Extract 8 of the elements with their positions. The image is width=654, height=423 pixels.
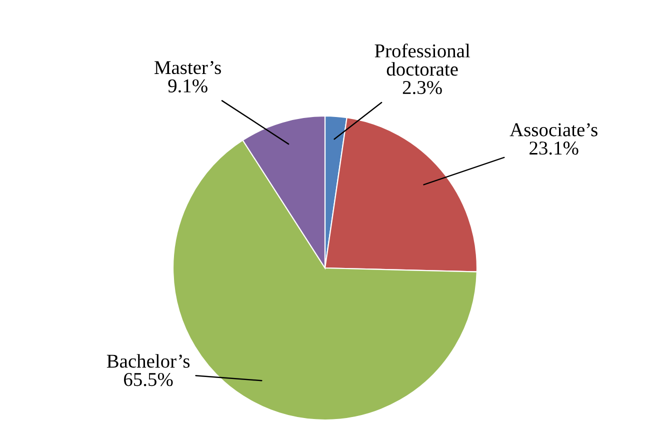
- slice-label: Master’s: [154, 61, 221, 74]
- slice-label: Professional doctorate: [374, 44, 470, 76]
- slice-label: Associate’s: [510, 123, 598, 136]
- data-label: 9.1%: [168, 79, 208, 93]
- slice-label: Bachelor’s: [106, 354, 190, 368]
- data-label: 23.1%: [530, 142, 578, 155]
- data-label: 65.5%: [124, 372, 173, 386]
- data-label: 2.3%: [402, 80, 442, 94]
